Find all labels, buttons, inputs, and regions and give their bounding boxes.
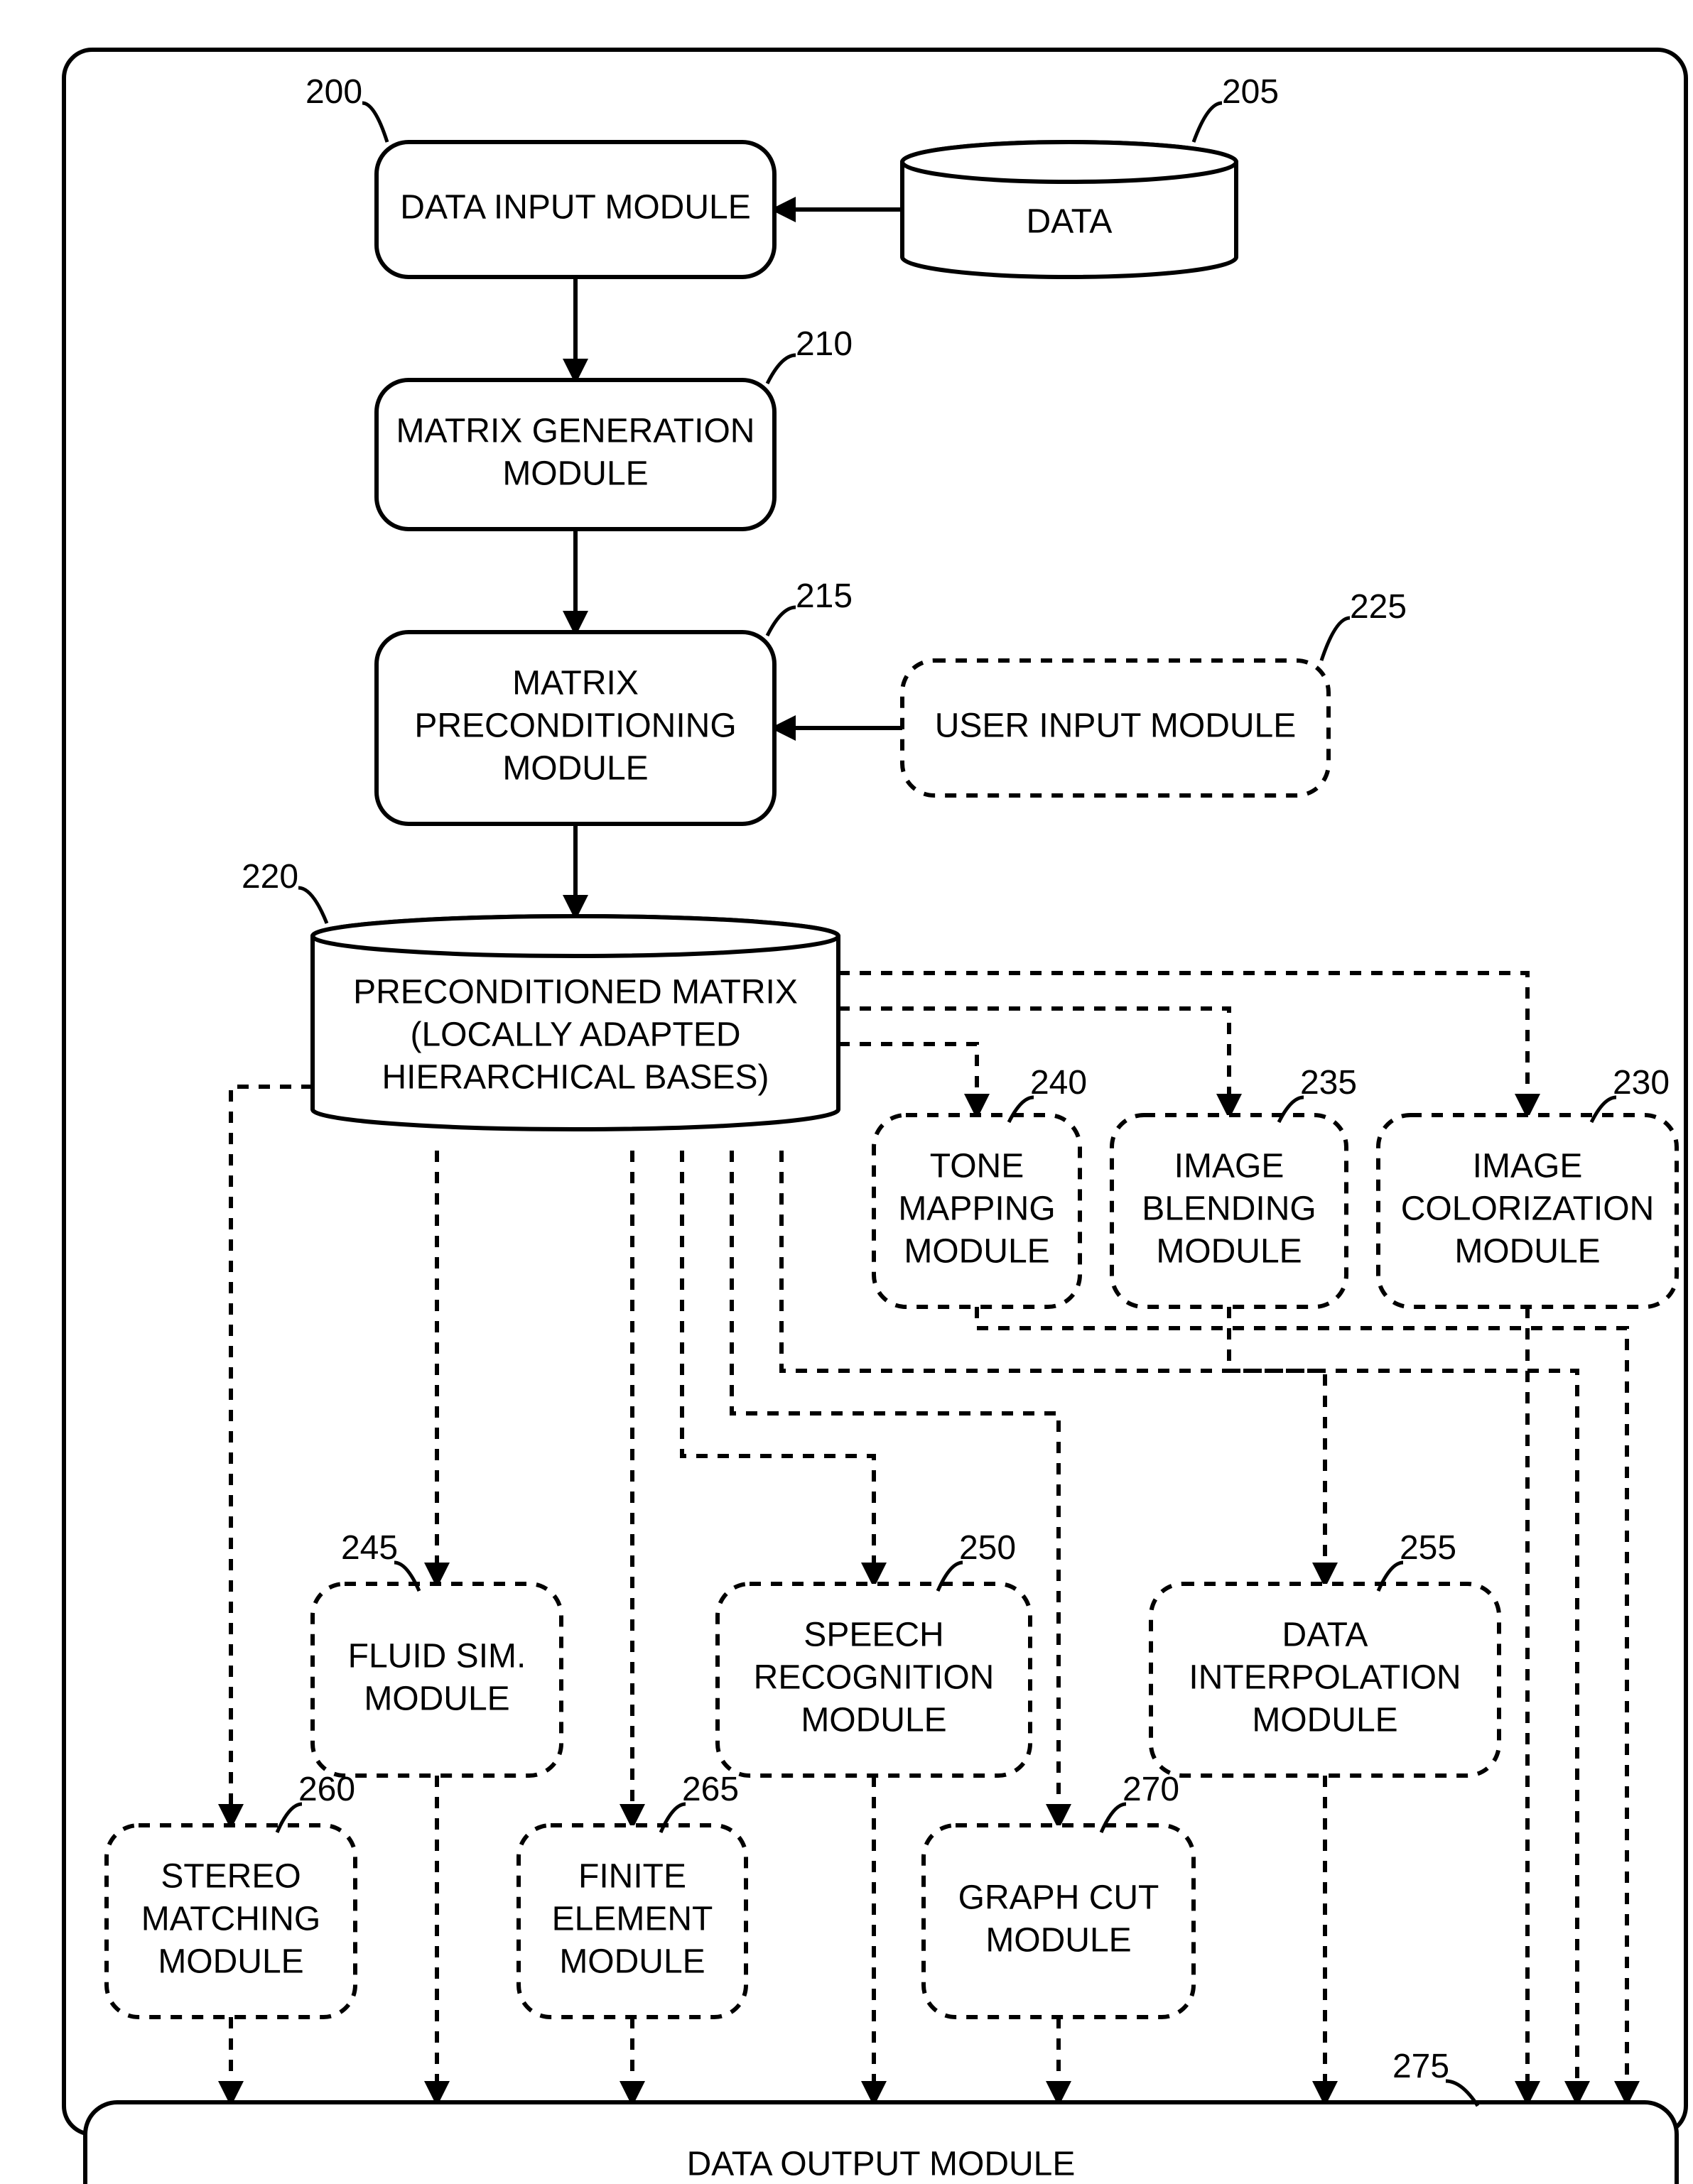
edge xyxy=(838,1044,977,1102)
ref-number: 225 xyxy=(1350,588,1407,626)
node-230: IMAGE COLORIZATION MODULE xyxy=(1378,1115,1677,1307)
ref-leader xyxy=(767,607,796,636)
node-label: INTERPOLATION xyxy=(1189,1659,1461,1697)
node-label: MODULE xyxy=(502,455,648,493)
nodes-layer: DATA INPUT MODULE DATA MATRIX GENERATION MO… xyxy=(85,142,1677,2184)
node-label: MODULE xyxy=(985,1922,1131,1960)
node-label: MODULE xyxy=(502,750,648,788)
node-label: PRECONDITIONED MATRIX xyxy=(353,974,798,1011)
node-label: DATA xyxy=(1027,203,1113,241)
node-label: MODULE xyxy=(158,1943,303,1981)
edge xyxy=(838,973,1527,1102)
node-label: ELEMENT xyxy=(552,1901,713,1938)
ref-leader xyxy=(362,103,387,142)
ref-number: 275 xyxy=(1392,2048,1449,2085)
ref-leader xyxy=(1321,618,1350,661)
ref-number: 250 xyxy=(959,1529,1016,1567)
node-label: (LOCALLY ADAPTED xyxy=(410,1016,740,1054)
ref-number: 215 xyxy=(796,577,853,615)
node-255: DATA INTERPOLATION MODULE xyxy=(1151,1584,1499,1776)
node-label: MATCHING xyxy=(141,1901,320,1938)
node-275: DATA OUTPUT MODULE xyxy=(85,2102,1677,2184)
node-240: TONE MAPPING MODULE xyxy=(874,1115,1080,1307)
node-label: HIERARCHICAL BASES) xyxy=(382,1059,769,1097)
flowchart-diagram: DATA INPUT MODULE DATA MATRIX GENERATION MO… xyxy=(0,0,1693,2184)
node-label: MATRIX xyxy=(512,665,639,702)
node-200: DATA INPUT MODULE xyxy=(377,142,774,277)
ref-number: 230 xyxy=(1613,1064,1670,1102)
node-270: GRAPH CUT MODULE xyxy=(924,1825,1194,2017)
node-label: MODULE xyxy=(364,1680,509,1718)
node-205: DATA xyxy=(902,142,1236,277)
node-label: MODULE xyxy=(1454,1233,1600,1271)
node-label: IMAGE xyxy=(1174,1148,1284,1185)
node-label: BLENDING xyxy=(1142,1190,1316,1228)
node-label: GRAPH CUT xyxy=(958,1879,1159,1917)
node-label: TONE xyxy=(930,1148,1024,1185)
ref-number: 270 xyxy=(1123,1771,1179,1808)
node-245: FLUID SIM. MODULE xyxy=(313,1584,561,1776)
node-label: STEREO xyxy=(161,1858,301,1896)
node-label: USER INPUT MODULE xyxy=(935,707,1297,745)
node-label: RECOGNITION xyxy=(754,1659,995,1697)
ref-number: 240 xyxy=(1030,1064,1087,1102)
node-label: MODULE xyxy=(801,1702,946,1739)
node-220: PRECONDITIONED MATRIX (LOCALLY ADAPTED HIE… xyxy=(313,916,838,1129)
ref-number: 260 xyxy=(298,1771,355,1808)
ref-leader xyxy=(1194,103,1222,142)
ref-number: 200 xyxy=(305,73,362,111)
ref-number: 205 xyxy=(1222,73,1279,111)
ref-number: 235 xyxy=(1300,1064,1357,1102)
ref-number: 265 xyxy=(682,1771,739,1808)
ref-leader xyxy=(767,355,796,384)
node-label: MODULE xyxy=(1252,1702,1397,1739)
node-label: FLUID SIM. xyxy=(348,1638,526,1675)
ref-number: 220 xyxy=(242,858,298,896)
node-235: IMAGE BLENDING MODULE xyxy=(1112,1115,1346,1307)
node-225: USER INPUT MODULE xyxy=(902,661,1329,795)
node-label: IMAGE xyxy=(1473,1148,1583,1185)
node-265: FINITE ELEMENT MODULE xyxy=(519,1825,746,2017)
ref-number: 210 xyxy=(796,325,853,363)
node-label: COLORIZATION xyxy=(1401,1190,1654,1228)
node-label: DATA OUTPUT MODULE xyxy=(687,2146,1076,2183)
node-260: STEREO MATCHING MODULE xyxy=(107,1825,355,2017)
node-210: MATRIX GENERATION MODULE xyxy=(377,380,774,529)
node-label: DATA INPUT MODULE xyxy=(400,189,750,227)
edge xyxy=(682,1151,874,1571)
node-label: FINITE xyxy=(578,1858,686,1896)
node-label: SPEECH xyxy=(804,1617,943,1654)
ref-number: 245 xyxy=(341,1529,398,1567)
node-label: MATRIX GENERATION xyxy=(396,413,755,450)
edge xyxy=(231,1087,313,1813)
node-label: PRECONDITIONING xyxy=(414,707,736,745)
node-215: MATRIX PRECONDITIONING MODULE xyxy=(377,632,774,824)
node-label: MAPPING xyxy=(898,1190,1055,1228)
node-250: SPEECH RECOGNITION MODULE xyxy=(718,1584,1030,1776)
node-label: MODULE xyxy=(904,1233,1049,1271)
node-label: MODULE xyxy=(559,1943,705,1981)
node-label: DATA xyxy=(1282,1617,1368,1654)
ref-leader xyxy=(298,888,327,923)
ref-number: 255 xyxy=(1400,1529,1456,1567)
node-label: MODULE xyxy=(1156,1233,1302,1271)
